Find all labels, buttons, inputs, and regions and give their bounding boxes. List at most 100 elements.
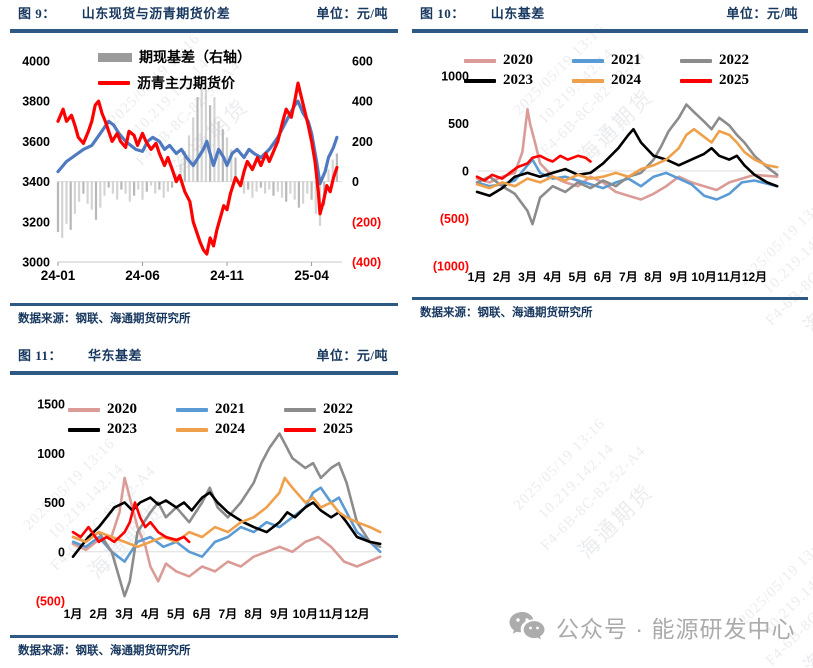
svg-text:11月: 11月 xyxy=(319,607,344,621)
watermark-text: 海通期货 xyxy=(573,478,659,564)
legend-label: 2022 xyxy=(323,401,353,417)
svg-text:4月: 4月 xyxy=(543,270,562,284)
svg-text:1月: 1月 xyxy=(64,607,83,621)
figure10-title: 山东基差 xyxy=(490,6,545,21)
svg-text:4000: 4000 xyxy=(22,55,50,69)
footer-rule xyxy=(10,303,398,306)
svg-text:5月: 5月 xyxy=(569,270,588,284)
svg-text:2月: 2月 xyxy=(493,270,512,284)
figure11-label: 图 11： xyxy=(18,348,63,363)
figure9-chart: 4000 3800 3600 3400 3200 3000 600 400 200 0 (200) (… xyxy=(22,55,381,284)
line-swatch xyxy=(98,81,130,85)
svg-text:3400: 3400 xyxy=(22,175,50,189)
legend-label: 2020 xyxy=(107,401,137,417)
legend-item: 2023 xyxy=(464,72,572,89)
figure11-title: 华东基差 xyxy=(88,348,143,363)
svg-text:1000: 1000 xyxy=(441,70,469,84)
svg-text:24-06: 24-06 xyxy=(125,268,160,283)
svg-text:9月: 9月 xyxy=(270,607,289,621)
legend-label: 2023 xyxy=(503,72,533,88)
legend-item: 2025 xyxy=(284,421,392,438)
svg-text:3月: 3月 xyxy=(518,270,537,284)
legend-label: 2025 xyxy=(719,72,749,88)
svg-text:8月: 8月 xyxy=(244,607,263,621)
figure9-unit: 单位：元/吨 xyxy=(316,6,388,21)
svg-text:4月: 4月 xyxy=(141,607,160,621)
figure9-card: 图 9： 山东现货与沥青期货价差 单位：元/吨 4000 3800 3600 3400… xyxy=(10,3,398,326)
legend-label: 2022 xyxy=(719,52,749,68)
line-swatch xyxy=(680,58,712,63)
legend-label: 2021 xyxy=(611,52,641,68)
wechat-icon xyxy=(509,612,545,640)
figure10-label: 图 10： xyxy=(420,6,465,21)
svg-text:3200: 3200 xyxy=(22,215,50,229)
svg-text:6月: 6月 xyxy=(193,607,212,621)
figure10-plot: 1000 500 0 (500) (1000) 1月 2月 3月 4月 5月 6月 7月 8月 9月 10月… xyxy=(412,35,808,287)
svg-text:0: 0 xyxy=(352,175,359,189)
watermark-tile: 2025/05/19 13:16 10.219.142.14 F4-6B-8C-82… xyxy=(463,368,718,623)
svg-text:12月: 12月 xyxy=(344,607,369,621)
legend-item: 2020 xyxy=(68,401,176,418)
data-source: 数据来源：钢联、海通期货研究所 xyxy=(18,645,191,657)
svg-text:(500): (500) xyxy=(36,595,65,609)
svg-text:(200): (200) xyxy=(352,215,381,229)
svg-text:10月: 10月 xyxy=(293,607,318,621)
svg-text:1000: 1000 xyxy=(37,447,65,461)
svg-text:0: 0 xyxy=(462,165,469,179)
figure9-header: 图 9： 山东现货与沥青期货价差 单位：元/吨 xyxy=(10,3,398,25)
svg-text:12月: 12月 xyxy=(742,270,767,284)
watermark-text: F4-6B-8C-82-52-A4 xyxy=(537,442,650,555)
legend: 2020 2021 2022 2023 2024 2025 xyxy=(464,52,788,89)
figure11-unit: 单位：元/吨 xyxy=(316,348,388,363)
svg-text:6月: 6月 xyxy=(594,270,613,284)
legend-item: 2023 xyxy=(68,421,176,438)
watermark-text: 海通期货 xyxy=(798,593,813,668)
figure9-plot: 4000 3800 3600 3400 3200 3000 600 400 200 0 (200) (… xyxy=(10,35,398,293)
svg-text:3月: 3月 xyxy=(115,607,134,621)
svg-text:(1000): (1000) xyxy=(433,260,469,274)
legend-item: 2024 xyxy=(572,72,680,89)
legend: 2020 2021 2022 2023 2024 2025 xyxy=(68,401,392,438)
wechat-footer-label: 公众号 · 能源研发中心 xyxy=(556,616,796,642)
svg-text:5月: 5月 xyxy=(167,607,186,621)
legend-item: 2024 xyxy=(176,421,284,438)
figure11-plot: 1500 1000 500 0 (500) 1月 2月 3月 4月 5月 6月 7月 8月 9月 10月 11… xyxy=(10,377,398,625)
wechat-footer: 公众号 · 能源研发中心 xyxy=(508,610,795,644)
legend-item: 2025 xyxy=(680,72,788,89)
legend-label: 2024 xyxy=(611,72,641,88)
header-rule xyxy=(412,29,808,33)
svg-text:3600: 3600 xyxy=(22,135,50,149)
figure10-chart: 1000 500 0 (500) (1000)1月 2月 3月 4月 5月 6月 7月 8月 9月 10月… xyxy=(433,70,779,284)
line-swatch xyxy=(572,58,604,63)
svg-text:3000: 3000 xyxy=(22,256,50,270)
svg-text:(400): (400) xyxy=(352,256,381,270)
svg-text:1月: 1月 xyxy=(468,270,487,284)
svg-text:24-11: 24-11 xyxy=(210,268,244,283)
footer-rule xyxy=(412,297,808,300)
line-swatch xyxy=(284,407,316,412)
legend-label: 2023 xyxy=(107,421,137,437)
line-swatch xyxy=(572,78,604,83)
svg-text:500: 500 xyxy=(448,117,469,131)
svg-text:7月: 7月 xyxy=(619,270,638,284)
watermark-text: 2025/05/19 13:16 xyxy=(510,415,609,514)
figure9-title: 山东现货与沥青期货价差 xyxy=(81,6,231,21)
figure10-unit: 单位：元/吨 xyxy=(726,6,798,21)
legend-label: 2025 xyxy=(323,421,353,437)
svg-text:1500: 1500 xyxy=(37,398,65,412)
svg-text:24-01: 24-01 xyxy=(41,268,76,283)
legend-item: 2021 xyxy=(176,401,284,418)
svg-text:9月: 9月 xyxy=(669,270,688,284)
legend: 期现基差（右轴） 沥青主力期货价 xyxy=(98,47,251,93)
line-swatch xyxy=(680,78,712,83)
legend-label: 沥青主力期货价 xyxy=(137,77,235,92)
figure11-header: 图 11： 华东基差 单位：元/吨 xyxy=(10,345,398,367)
line-swatch xyxy=(176,427,208,432)
svg-text:11月: 11月 xyxy=(717,270,742,284)
svg-text:7月: 7月 xyxy=(219,607,238,621)
data-source: 数据来源：钢联、海通期货研究所 xyxy=(18,313,191,325)
figure10-header: 图 10： 山东基差 单位：元/吨 xyxy=(412,3,808,25)
header-rule xyxy=(10,371,398,375)
figure11-card: 图 11： 华东基差 单位：元/吨 1500 1000 500 0 (500) 1月 2月 3… xyxy=(10,345,398,658)
